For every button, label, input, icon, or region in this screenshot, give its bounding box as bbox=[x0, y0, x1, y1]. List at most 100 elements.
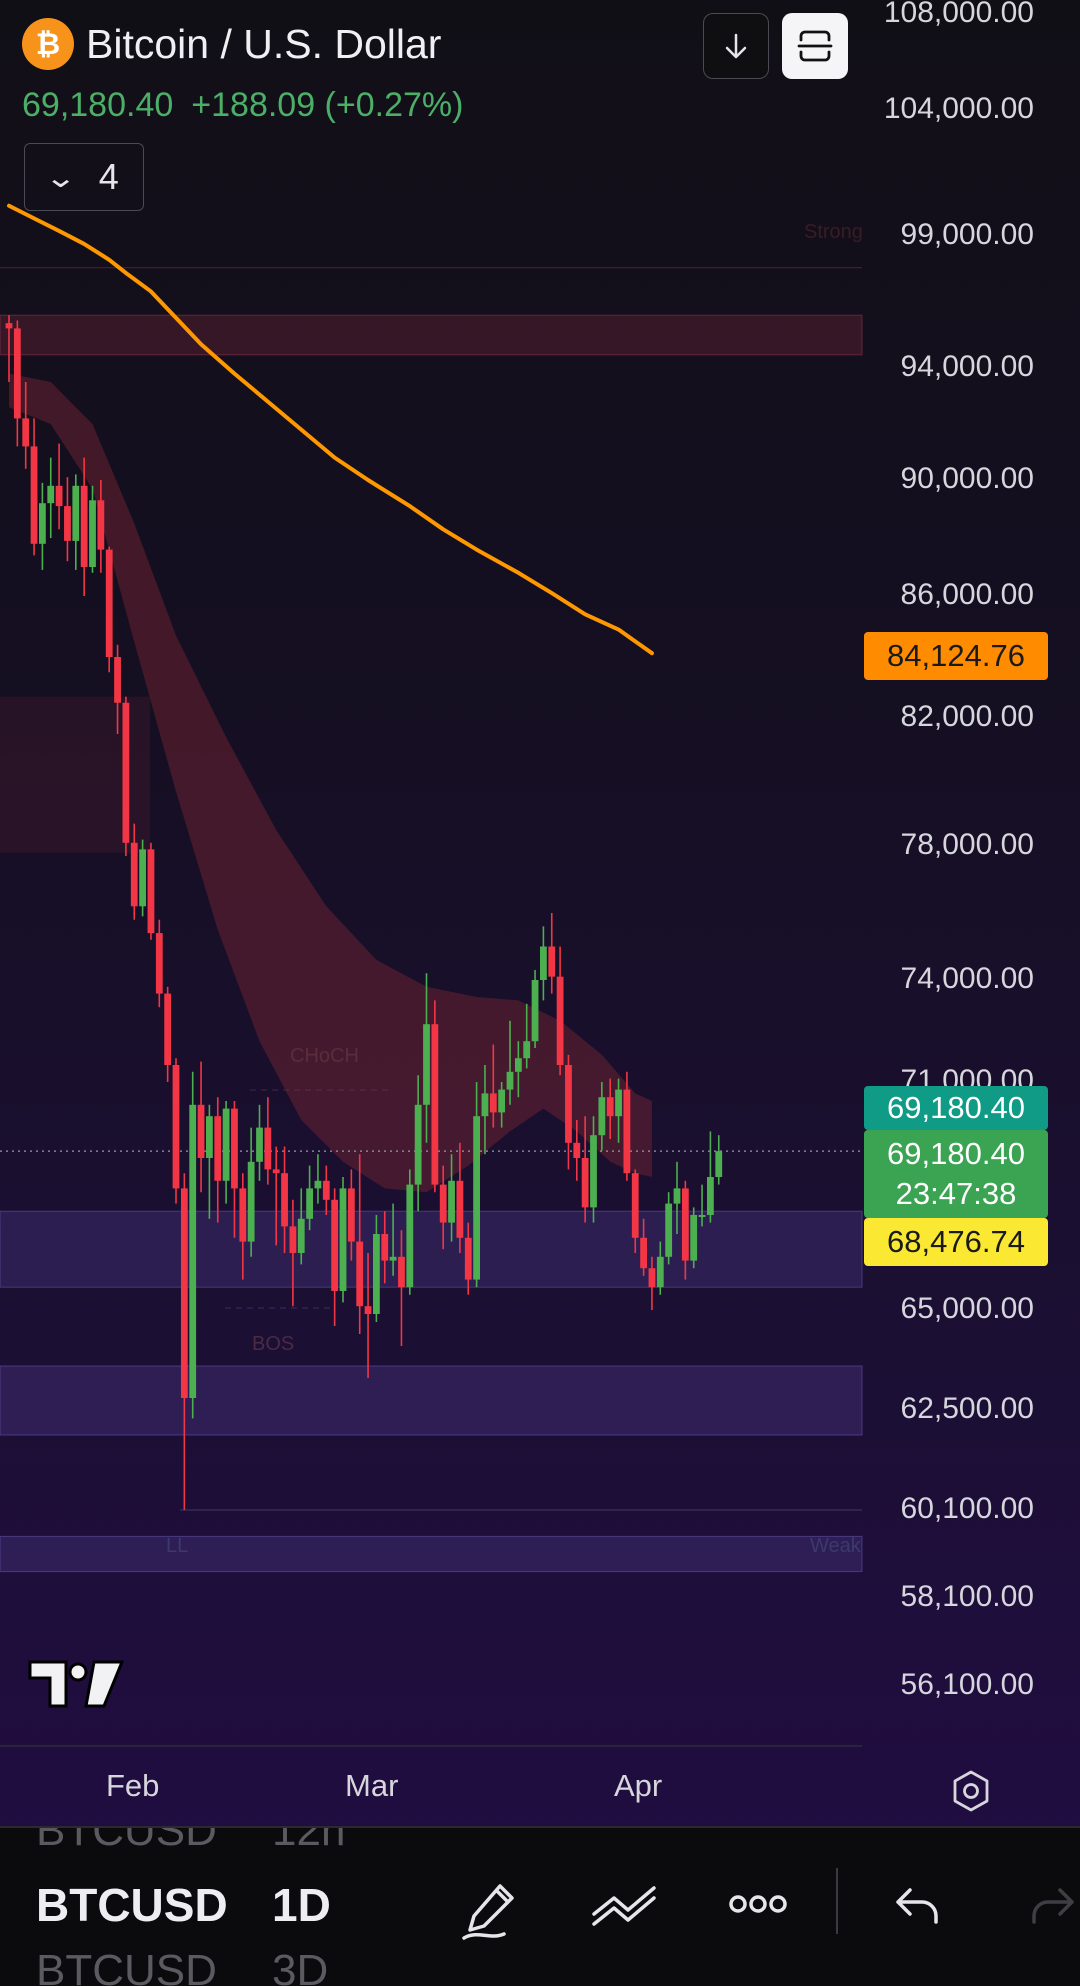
candle-body bbox=[364, 1306, 372, 1314]
up-candle bbox=[665, 1192, 673, 1265]
price-axis-label: 90,000.00 bbox=[900, 462, 1034, 495]
down-candle bbox=[64, 477, 71, 562]
redo-icon[interactable] bbox=[1030, 1886, 1076, 1926]
up-candle bbox=[523, 1003, 531, 1069]
price-axis-label: 74,000.00 bbox=[900, 962, 1034, 995]
label-ll: LL bbox=[166, 1535, 188, 1557]
up-candle bbox=[540, 926, 547, 1001]
indicators-toggle[interactable]: ⌄ 4 bbox=[24, 143, 144, 211]
candle-body bbox=[189, 1104, 197, 1398]
down-candle bbox=[331, 1188, 339, 1326]
current-price-value: 69,180.40 bbox=[887, 1136, 1025, 1171]
down-candle bbox=[548, 913, 556, 994]
download-button[interactable] bbox=[703, 13, 769, 79]
down-candle bbox=[398, 1230, 405, 1346]
symbol-current: BTCUSD bbox=[36, 1879, 228, 1931]
candles-layer bbox=[5, 315, 723, 1510]
down-candle bbox=[272, 1146, 280, 1246]
chart-labels-layer: CHoCH BOS LL Strong Weak bbox=[166, 221, 863, 1557]
down-candle bbox=[197, 1061, 205, 1193]
candle-body bbox=[206, 1116, 213, 1158]
chevron-down-icon: ⌄ bbox=[44, 160, 78, 194]
down-candle bbox=[30, 418, 38, 556]
tradingview-logo[interactable] bbox=[28, 1660, 124, 1712]
settings-hex-icon[interactable] bbox=[948, 1768, 994, 1814]
down-candle bbox=[381, 1211, 389, 1284]
down-candle bbox=[356, 1154, 364, 1334]
price-axis-label: 56,100.00 bbox=[900, 1668, 1034, 1701]
candle-body bbox=[690, 1215, 698, 1261]
symbol-prev: BTCUSD bbox=[36, 1826, 217, 1855]
symbol-header[interactable]: ₿ Bitcoin / U.S. Dollar bbox=[22, 18, 441, 70]
candle-body bbox=[80, 485, 88, 567]
up-candle bbox=[598, 1082, 606, 1151]
up-candle bbox=[89, 485, 96, 573]
price-axis-label: 108,000.00 bbox=[883, 0, 1034, 29]
candle-body bbox=[373, 1234, 380, 1314]
candle-body bbox=[256, 1127, 263, 1162]
symbol-title: Bitcoin / U.S. Dollar bbox=[86, 20, 442, 67]
down-candle bbox=[606, 1078, 614, 1139]
more-icon[interactable] bbox=[728, 1892, 788, 1916]
down-candle bbox=[648, 1256, 656, 1310]
up-candle bbox=[690, 1207, 698, 1269]
down-candle bbox=[565, 1054, 572, 1170]
candle-body bbox=[264, 1127, 272, 1170]
label-bos: BOS bbox=[252, 1333, 294, 1355]
price-axis-label: 99,000.00 bbox=[900, 218, 1034, 251]
candle-body bbox=[573, 1142, 581, 1158]
down-candle bbox=[239, 1173, 247, 1280]
price-axis-label: 104,000.00 bbox=[883, 92, 1034, 125]
down-candle bbox=[231, 1101, 238, 1238]
sma-line bbox=[7, 203, 654, 656]
up-candle bbox=[656, 1241, 664, 1295]
candle-body bbox=[606, 1097, 614, 1117]
candle-body bbox=[356, 1241, 364, 1307]
candle-body bbox=[715, 1151, 723, 1177]
up-candle bbox=[189, 1071, 197, 1419]
candle-body bbox=[39, 503, 46, 544]
candle-body bbox=[464, 1237, 472, 1280]
candle-body bbox=[656, 1256, 664, 1288]
candle-body bbox=[214, 1116, 222, 1181]
candle-body bbox=[665, 1203, 673, 1257]
zone-box bbox=[0, 1210, 863, 1288]
down-candle bbox=[322, 1165, 330, 1215]
zones-layer bbox=[0, 267, 863, 1573]
price-chart[interactable]: CHoCH BOS LL Strong Weak bbox=[0, 0, 1080, 1826]
down-candle bbox=[172, 1058, 180, 1204]
down-candle bbox=[623, 1071, 631, 1181]
down-candle bbox=[640, 1218, 647, 1276]
trendline-icon[interactable] bbox=[590, 1880, 660, 1930]
down-candle bbox=[164, 986, 172, 1082]
undo-icon[interactable] bbox=[894, 1886, 940, 1926]
up-candle bbox=[481, 1065, 489, 1155]
candle-body bbox=[506, 1071, 514, 1090]
candle-body bbox=[623, 1089, 631, 1174]
candle-body bbox=[247, 1161, 255, 1242]
down-candle bbox=[573, 1120, 581, 1181]
interval-next: 3D bbox=[272, 1946, 329, 1986]
bitcoin-icon: ₿ bbox=[22, 18, 74, 70]
candle-body bbox=[239, 1188, 247, 1242]
up-candle bbox=[473, 1082, 480, 1288]
candle-body bbox=[72, 485, 80, 541]
label-choch: CHoCH bbox=[290, 1045, 359, 1067]
up-candle bbox=[448, 1154, 455, 1242]
candle-body bbox=[707, 1177, 714, 1215]
up-candle bbox=[506, 1020, 514, 1105]
up-candle bbox=[707, 1131, 714, 1223]
down-candle bbox=[264, 1097, 272, 1185]
up-candle bbox=[306, 1165, 313, 1231]
candle-body bbox=[673, 1188, 681, 1204]
ribbon-band bbox=[9, 373, 652, 1193]
candle-body bbox=[640, 1237, 647, 1269]
time-axis-label: Feb bbox=[106, 1768, 160, 1803]
fullscreen-icon bbox=[797, 30, 833, 62]
price-axis-label: 65,000.00 bbox=[900, 1292, 1034, 1325]
pen-icon[interactable] bbox=[460, 1880, 520, 1940]
fullscreen-button[interactable] bbox=[782, 13, 848, 79]
candle-body bbox=[423, 1024, 430, 1105]
price-axis-label: 86,000.00 bbox=[900, 578, 1034, 611]
candle-body bbox=[339, 1188, 347, 1291]
